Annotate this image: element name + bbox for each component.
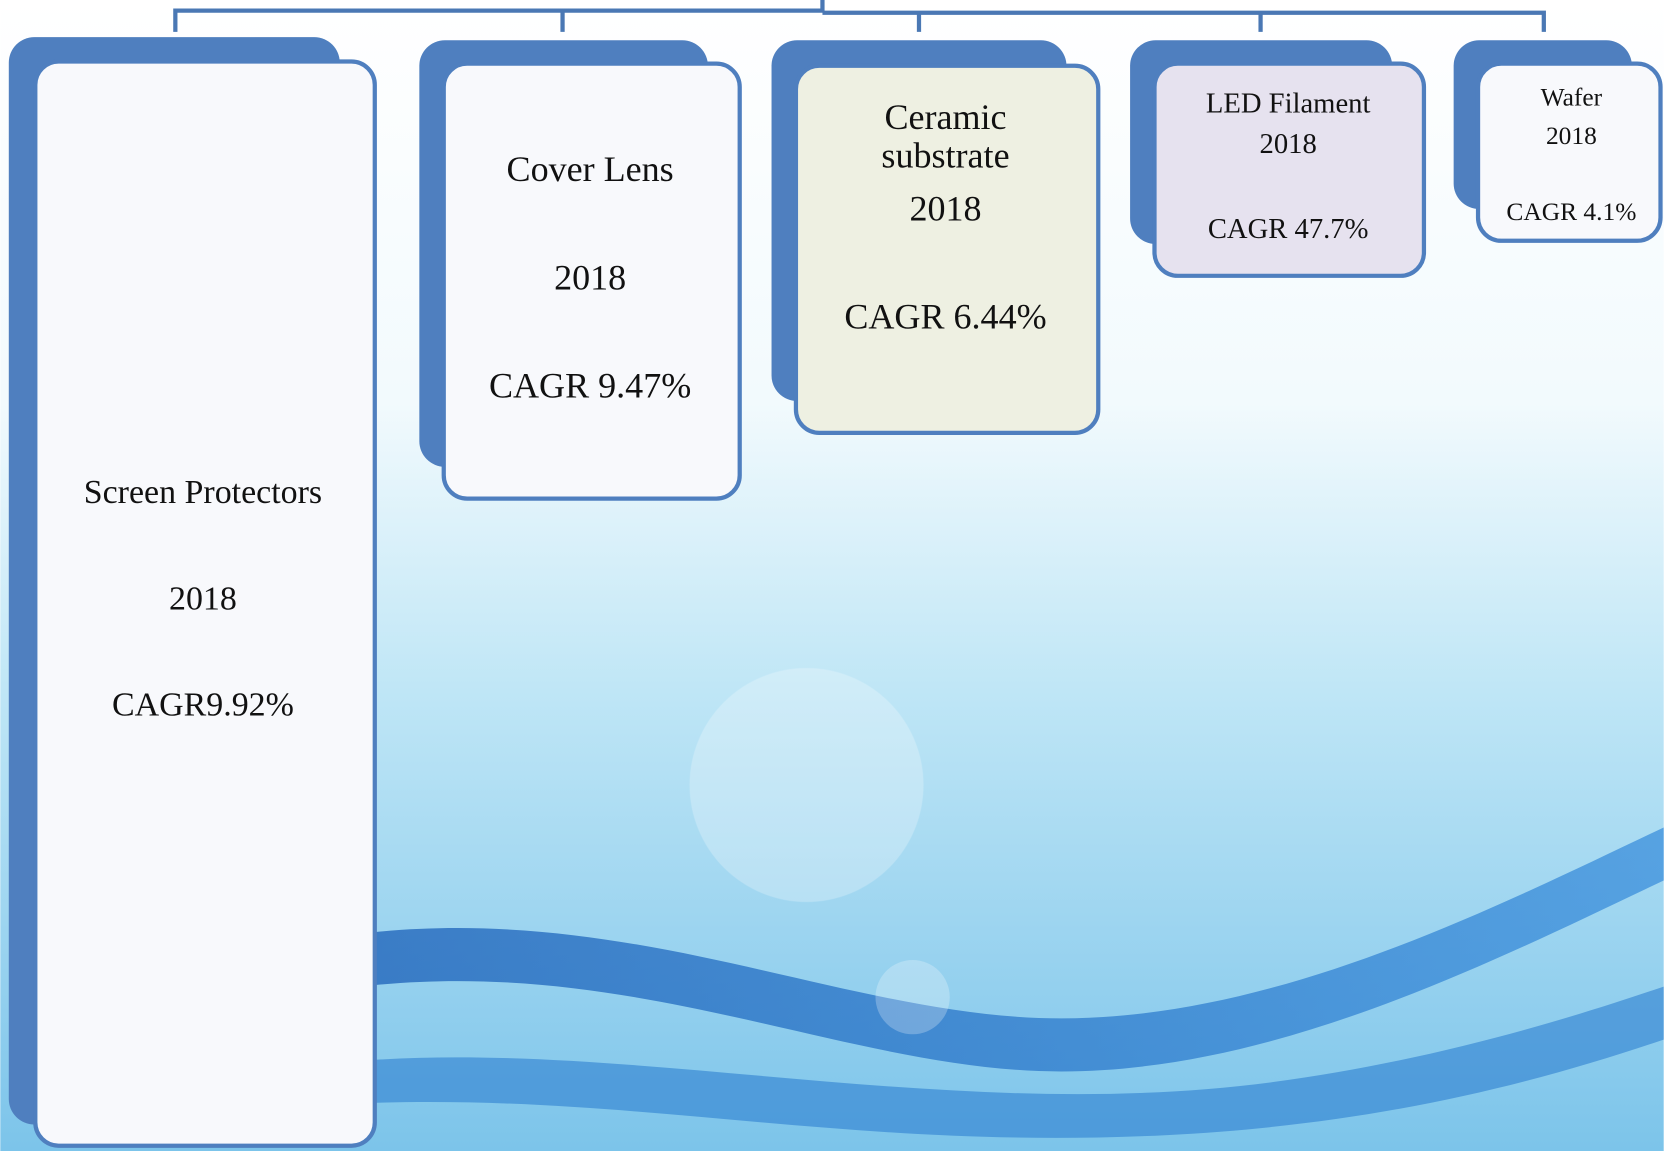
page: {"nodes": [ {"lines": ["Screen Protector… — [0, 0, 1664, 1151]
node-text: substrate — [881, 135, 1009, 175]
node-text: Wafer — [1541, 83, 1603, 112]
node-text: Screen Protectors — [84, 474, 322, 511]
node: Cover Lens 2018 CAGR 9.47% — [419, 40, 739, 498]
node-text: 2018 — [1546, 121, 1597, 150]
bubble — [875, 960, 949, 1034]
node-text: CAGR9.92% — [112, 686, 294, 723]
node-text: Ceramic — [884, 97, 1006, 137]
diagram: Screen Protectors 2018 CAGR9.92% Cover Lens… — [0, 0, 1664, 1151]
node-text: 2018 — [909, 188, 981, 228]
node-text: CAGR 47.7% — [1208, 213, 1369, 245]
node: Wafer 2018 CAGR 4.1% — [1454, 40, 1661, 240]
node: LED Filament 2018 CAGR 47.7% — [1130, 40, 1424, 276]
node-text: 2018 — [169, 580, 237, 617]
node-text: CAGR 4.1% — [1506, 197, 1636, 226]
bubble — [690, 668, 923, 901]
node-text: LED Filament — [1206, 88, 1371, 120]
node-text: 2018 — [1260, 128, 1317, 160]
node-text: CAGR 9.47% — [489, 366, 691, 406]
node-text: 2018 — [554, 257, 626, 297]
node: Screen Protectors 2018 CAGR9.92% — [9, 37, 375, 1146]
node-text: Cover Lens — [507, 149, 674, 189]
node-text: CAGR 6.44% — [844, 297, 1046, 337]
